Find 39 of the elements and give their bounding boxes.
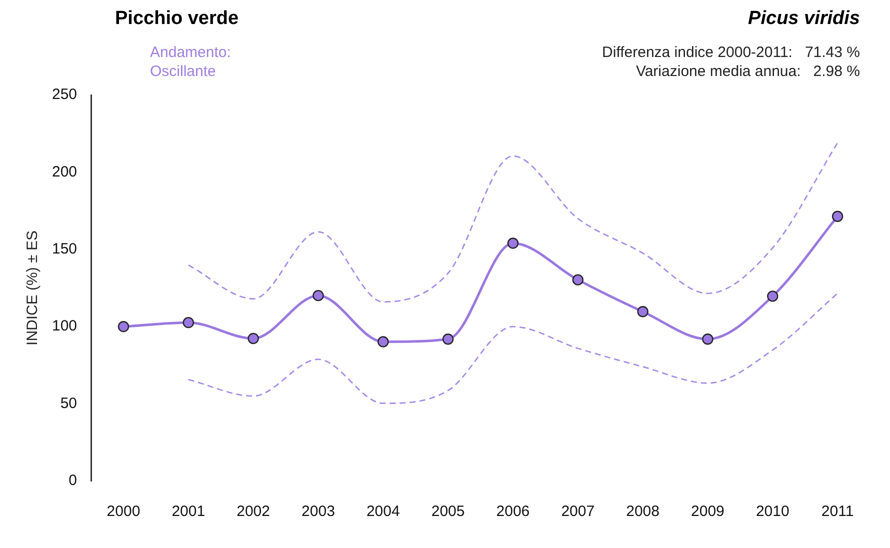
x-tick-label: 2000: [106, 503, 140, 520]
x-tick-label: 2006: [496, 503, 530, 520]
y-tick-label: 150: [52, 240, 78, 258]
point: [378, 336, 389, 348]
point: [637, 306, 648, 318]
point: [767, 290, 778, 302]
line-series: [188, 292, 838, 404]
y-tick-label: 0: [68, 472, 78, 490]
point: [118, 321, 130, 332]
text: Differenza indice 2000-2011: 71.43 %: [602, 43, 860, 62]
x-tick-label: 2001: [172, 503, 206, 520]
chart-subtitle: Picus viridis: [748, 8, 860, 30]
text: Variazione media annua: 2.98 %: [634, 62, 860, 81]
text: Andamento:: [150, 43, 231, 62]
point: [442, 334, 454, 345]
x-tick-label: 2010: [756, 503, 790, 520]
line-series: [188, 142, 838, 303]
y-tick-label: 200: [52, 163, 78, 180]
point: [832, 210, 844, 222]
point: [248, 332, 259, 344]
x-tick-label: 2002: [236, 503, 270, 520]
chart-title: Picchio verde: [115, 8, 239, 30]
point: [507, 238, 519, 249]
x-tick-label: 2011: [821, 503, 854, 520]
y-tick-label: 250: [52, 86, 78, 104]
x-tick-label: 2003: [302, 503, 335, 520]
point: [182, 316, 194, 328]
y-tick-label: 50: [60, 394, 78, 412]
text: Oscillante: [150, 62, 217, 81]
x-tick-label: 2004: [366, 503, 400, 520]
x-tick-label: 2007: [561, 503, 595, 520]
point: [702, 334, 714, 345]
point: [572, 274, 584, 286]
x-tick-label: 2008: [626, 503, 660, 520]
point: [312, 290, 324, 302]
x-tick-label: 2005: [431, 503, 465, 520]
x-tick-label: 2009: [691, 503, 724, 520]
y-tick-label: 100: [52, 318, 78, 335]
y-axis-title: INDICE (%) ± ES: [24, 230, 42, 346]
